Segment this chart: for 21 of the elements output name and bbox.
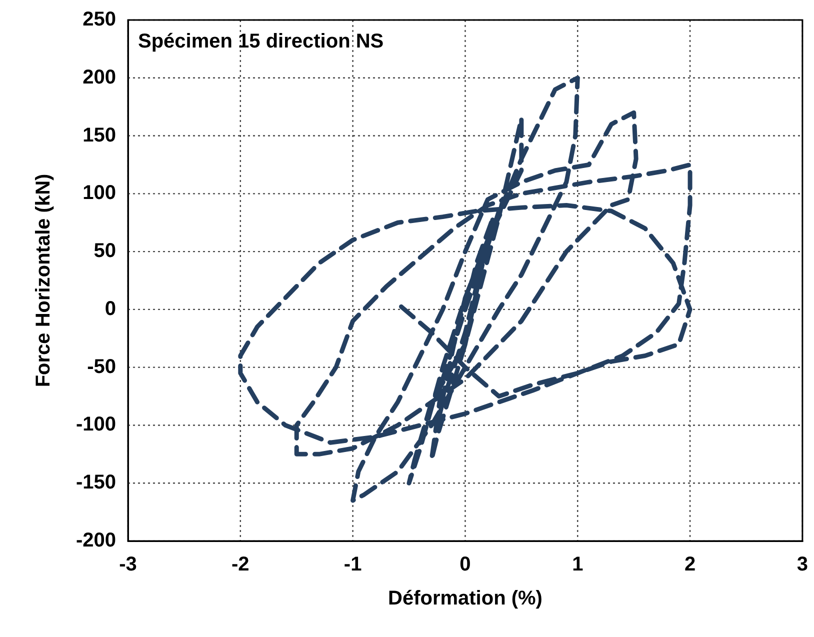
y-tick-label: 0 (104, 298, 116, 320)
x-tick-label: -2 (232, 554, 250, 576)
x-tick-label: -3 (119, 554, 137, 576)
y-tick-label: -100 (76, 414, 116, 436)
y-tick-label: 100 (82, 182, 116, 204)
y-tick-label: 50 (94, 240, 116, 262)
y-tick-label: 250 (82, 8, 116, 31)
y-axis-title: Force Horizontale (kN) (32, 174, 55, 388)
x-tick-label: 2 (684, 554, 696, 576)
line-series (238, 76, 692, 503)
y-tick-label: -200 (76, 530, 116, 552)
y-tick-label: 200 (82, 66, 116, 88)
y-tick-label: 150 (82, 124, 116, 146)
x-tick-label: -1 (344, 554, 362, 576)
x-tick-label: 1 (572, 554, 584, 576)
x-tick-label: 3 (796, 554, 808, 576)
text: Spécimen 15 direction NS (138, 30, 384, 53)
x-axis-title: Déformation (%) (388, 588, 542, 610)
y-tick-label: -150 (76, 472, 116, 494)
x-tick-label: 0 (460, 554, 471, 576)
y-tick-label: -50 (87, 356, 116, 378)
